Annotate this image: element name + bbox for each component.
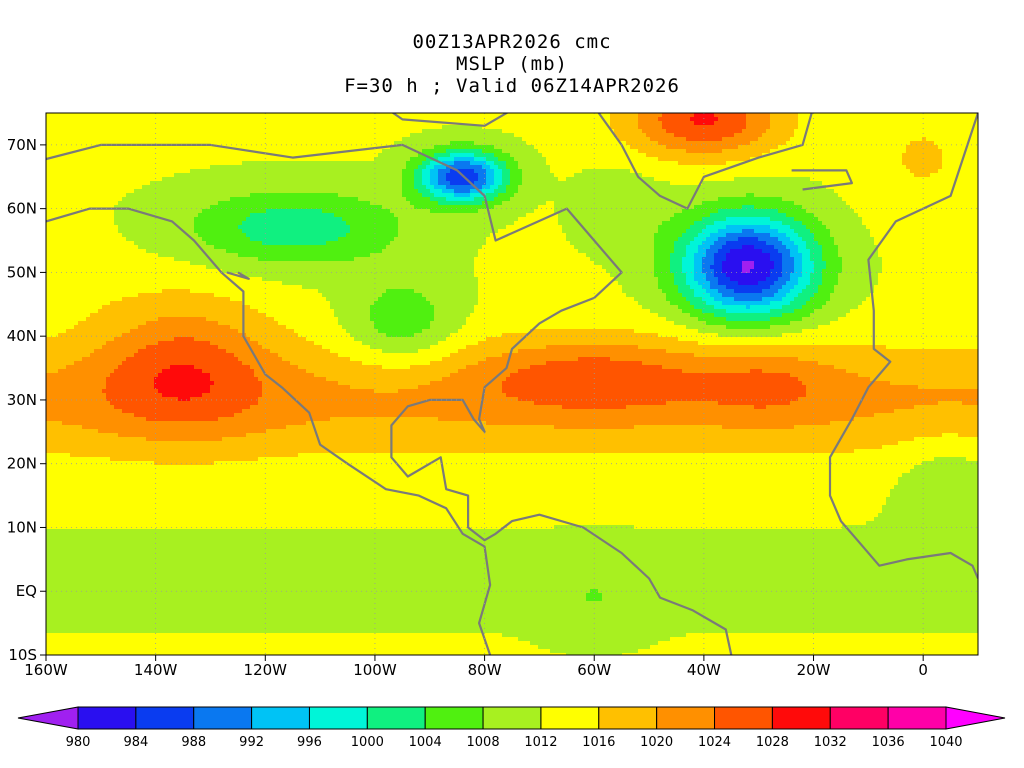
colorbar-swatch xyxy=(715,707,773,729)
colorbar-label: 1016 xyxy=(582,735,615,750)
colorbar-label: 996 xyxy=(297,735,322,750)
colorbar-swatch xyxy=(772,707,830,729)
colorbar-label: 1024 xyxy=(698,735,731,750)
colorbar-label: 980 xyxy=(66,735,91,750)
colorbar-label: 1004 xyxy=(409,735,442,750)
colorbar-label: 988 xyxy=(181,735,206,750)
colorbar-label: 1032 xyxy=(814,735,847,750)
colorbar-swatch xyxy=(309,707,367,729)
pressure-field xyxy=(46,113,979,656)
colorbar-label: 1000 xyxy=(351,735,384,750)
colorbar-swatch xyxy=(657,707,715,729)
lon-tick-label: 120W xyxy=(244,661,288,679)
colorbar-label: 992 xyxy=(239,735,264,750)
colorbar-max-arrow xyxy=(946,707,1005,729)
colorbar: 980 984 988 992 996 1000 1004 1008 1012 1016 1020 1… xyxy=(18,707,1005,750)
lat-tick-label: 10S xyxy=(8,646,37,664)
colorbar-swatch xyxy=(483,707,541,729)
lon-tick-label: 100W xyxy=(353,661,397,679)
colorbar-swatch xyxy=(425,707,483,729)
colorbar-label: 1040 xyxy=(929,735,962,750)
lon-tick-label: 40W xyxy=(687,661,721,679)
lat-tick-label: 60N xyxy=(7,200,37,218)
colorbar-swatch xyxy=(194,707,252,729)
lat-tick-label: 10N xyxy=(7,518,37,536)
lon-tick-label: 20W xyxy=(797,661,831,679)
lat-tick-label: EQ xyxy=(16,582,37,600)
colorbar-label: 984 xyxy=(123,735,148,750)
colorbar-min-arrow xyxy=(18,707,78,729)
colorbar-label: 1012 xyxy=(524,735,557,750)
colorbar-swatch xyxy=(252,707,310,729)
colorbar-swatch xyxy=(830,707,888,729)
colorbar-swatch xyxy=(541,707,599,729)
colorbar-swatch xyxy=(599,707,657,729)
lon-tick-label: 80W xyxy=(468,661,502,679)
colorbar-swatch xyxy=(78,707,136,729)
lat-tick-label: 30N xyxy=(7,391,37,409)
colorbar-label: 1036 xyxy=(872,735,905,750)
lat-tick-label: 50N xyxy=(7,263,37,281)
colorbar-label: 1020 xyxy=(640,735,673,750)
colorbar-label: 1028 xyxy=(756,735,789,750)
lat-tick-label: 20N xyxy=(7,455,37,473)
lat-tick-label: 40N xyxy=(7,327,37,345)
colorbar-swatch xyxy=(888,707,946,729)
colorbar-label: 1008 xyxy=(467,735,500,750)
colorbar-swatch xyxy=(367,707,425,729)
colorbar-swatch xyxy=(136,707,194,729)
lat-tick-label: 70N xyxy=(7,136,37,154)
lon-tick-label: 0 xyxy=(918,661,928,679)
lon-tick-label: 140W xyxy=(134,661,178,679)
lon-tick-label: 60W xyxy=(577,661,611,679)
